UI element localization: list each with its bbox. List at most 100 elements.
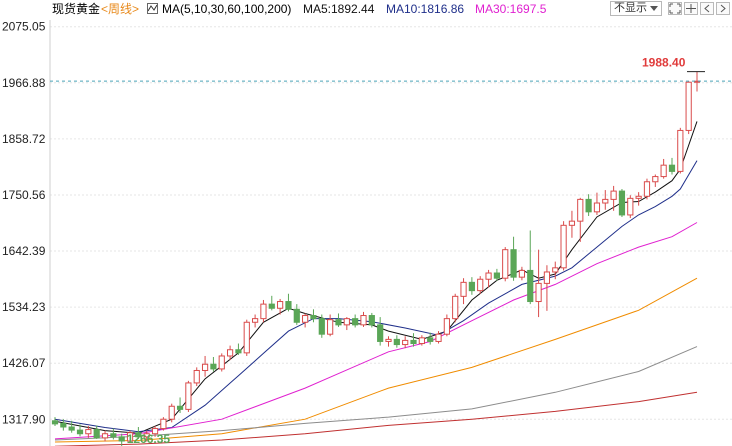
candle-body-down bbox=[210, 363, 217, 370]
candle bbox=[85, 425, 92, 438]
candle-body-up bbox=[327, 319, 334, 335]
candle bbox=[101, 430, 109, 442]
y-tick-label: 1642.39 bbox=[2, 244, 46, 258]
candle-body-up bbox=[302, 315, 309, 323]
candle-body-up bbox=[577, 198, 584, 222]
candle-body-down bbox=[51, 420, 59, 425]
candle bbox=[285, 293, 292, 312]
period-select[interactable]: <周线> bbox=[101, 2, 140, 16]
ma-line-ma10 bbox=[54, 160, 698, 433]
candle-body-up bbox=[535, 282, 542, 303]
candle bbox=[76, 424, 84, 437]
candle-body-down bbox=[668, 164, 676, 172]
candle-body-up bbox=[435, 333, 442, 342]
candle bbox=[677, 127, 684, 174]
candle-body-up bbox=[402, 339, 409, 346]
y-tick-label: 1317.90 bbox=[2, 412, 46, 426]
chart-right-icon[interactable] bbox=[716, 2, 730, 15]
candle-body-down bbox=[335, 319, 342, 326]
candle bbox=[310, 309, 317, 323]
candle bbox=[335, 313, 342, 327]
candle-body-down bbox=[135, 432, 142, 438]
candle bbox=[535, 249, 542, 318]
candle-body-up bbox=[560, 224, 567, 269]
candle bbox=[252, 314, 259, 328]
candle bbox=[668, 157, 676, 175]
candle bbox=[460, 278, 467, 305]
candle bbox=[402, 336, 409, 349]
y-tick-label: 1858.72 bbox=[2, 132, 46, 146]
candle bbox=[268, 295, 275, 311]
candle bbox=[543, 265, 551, 311]
candle-body-up bbox=[185, 382, 192, 410]
candle-body-up bbox=[485, 272, 492, 280]
candle-body-up bbox=[602, 198, 609, 204]
candle-body-up bbox=[660, 164, 667, 178]
candle bbox=[368, 312, 375, 328]
ma-line-ma200 bbox=[54, 391, 698, 446]
ma10-value: MA10:1816.86 bbox=[386, 2, 465, 16]
candle-body-up bbox=[151, 428, 159, 435]
candle bbox=[435, 331, 442, 344]
candle-body-up bbox=[693, 80, 701, 83]
candle bbox=[652, 174, 659, 187]
candle-body-up bbox=[85, 429, 92, 435]
candle-body-down bbox=[60, 422, 67, 428]
candle-body-up bbox=[460, 281, 467, 297]
expand-icon[interactable] bbox=[668, 2, 682, 15]
candle-body-up bbox=[543, 271, 551, 284]
candle-body-down bbox=[468, 281, 475, 292]
candle bbox=[602, 190, 609, 210]
ma-line-ma100 bbox=[54, 346, 698, 441]
candle-body-down bbox=[618, 190, 626, 216]
candle bbox=[468, 277, 475, 295]
display-select-label: 不显示 bbox=[614, 2, 647, 14]
candle bbox=[126, 430, 134, 444]
candle-body-up bbox=[360, 315, 367, 326]
candle bbox=[193, 367, 200, 387]
candle bbox=[377, 317, 384, 346]
candle bbox=[427, 332, 434, 345]
candle-body-down bbox=[68, 426, 75, 431]
candle-body-down bbox=[285, 301, 292, 310]
y-tick-label: 1966.88 bbox=[2, 76, 46, 90]
candle-body-down bbox=[318, 318, 325, 335]
candle bbox=[226, 345, 234, 361]
chart-left-icon[interactable] bbox=[700, 2, 714, 15]
candle bbox=[143, 430, 150, 442]
ma-line-ma5 bbox=[54, 121, 698, 434]
candle bbox=[360, 311, 367, 327]
candle bbox=[410, 333, 417, 347]
candle-body-down bbox=[310, 315, 317, 320]
candle bbox=[302, 313, 309, 328]
candle bbox=[635, 192, 642, 206]
candle bbox=[110, 428, 117, 440]
candle-body-down bbox=[118, 436, 125, 442]
candle bbox=[560, 221, 567, 271]
candle bbox=[176, 397, 184, 413]
candle bbox=[235, 343, 242, 355]
crosshair-icon[interactable] bbox=[684, 2, 698, 15]
candle-body-down bbox=[427, 337, 434, 342]
candle bbox=[693, 71, 701, 92]
candle-body-down bbox=[527, 269, 534, 303]
candle bbox=[93, 425, 100, 439]
candle bbox=[443, 314, 450, 337]
ma30-value: MA30:1697.5 bbox=[475, 2, 547, 16]
instrument-name: 现货黄金 bbox=[52, 2, 101, 16]
candle-body-down bbox=[235, 349, 242, 354]
candle-body-up bbox=[627, 197, 634, 216]
candle bbox=[318, 314, 325, 338]
candle-body-down bbox=[393, 338, 400, 346]
candle-body-down bbox=[377, 324, 384, 342]
candle bbox=[585, 194, 592, 216]
candle-body-up bbox=[452, 295, 459, 320]
ma-indicator-icon[interactable] bbox=[147, 3, 158, 14]
candle bbox=[160, 417, 167, 431]
candle bbox=[527, 230, 534, 305]
ma-params[interactable]: MA(5,10,30,60,100,200) bbox=[162, 2, 292, 16]
display-select[interactable]: 不显示 bbox=[610, 1, 662, 16]
candle-body-up bbox=[126, 432, 134, 442]
candle-body-up bbox=[343, 318, 350, 326]
